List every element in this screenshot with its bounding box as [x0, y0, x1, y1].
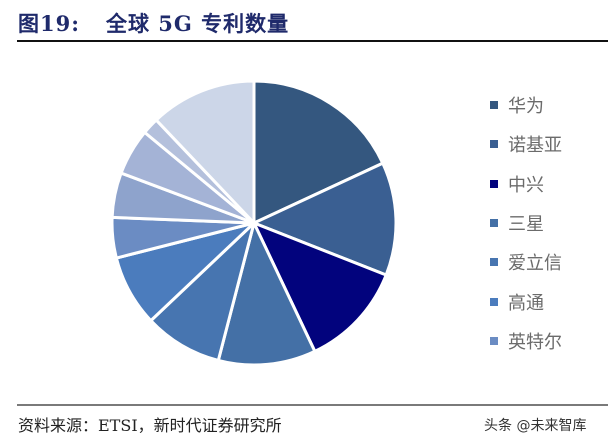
legend-swatch-icon	[490, 258, 498, 267]
figure-title-text: 全球 5G 专利数量	[105, 11, 290, 36]
watermark: 头条 @未来智库	[484, 418, 587, 434]
legend-item: 华为	[490, 93, 544, 117]
legend-label: 三星	[508, 213, 544, 235]
pie-slice-0	[252, 79, 385, 225]
figure-number: 图19:	[18, 11, 80, 36]
legend-swatch-icon	[490, 297, 498, 306]
pie-slice-other-10	[154, 79, 256, 225]
pie-slice-3	[216, 221, 317, 367]
bottom-divider	[17, 404, 608, 406]
legend-swatch-icon	[490, 101, 498, 109]
legend-swatch-icon	[490, 336, 498, 345]
legend-item: 中兴	[490, 172, 544, 196]
legend-label: 华为	[508, 96, 544, 117]
legend-label: 中兴	[508, 174, 544, 196]
legend-item: 高通	[490, 290, 544, 314]
pie-slice-2	[252, 221, 388, 353]
legend-swatch-icon	[490, 179, 498, 188]
legend-label: 英特尔	[508, 331, 562, 353]
legend-label: 诺基亚	[508, 135, 562, 157]
top-divider	[17, 40, 608, 42]
legend-item: 英特尔	[490, 329, 562, 353]
legend-item: 三星	[490, 211, 544, 235]
pie-slice-1	[252, 161, 398, 277]
figure-title: 图19: 全球 5G 专利数量	[18, 8, 289, 38]
legend-item: 爱立信	[490, 250, 562, 274]
legend-item: 诺基亚	[490, 132, 562, 156]
legend-swatch-icon	[490, 140, 498, 149]
legend-swatch-icon	[490, 218, 498, 227]
legend-label: 爱立信	[508, 253, 562, 275]
source-note: 资料来源：ETSI，新时代证券研究所	[18, 416, 282, 435]
legend-label: 高通	[508, 292, 544, 314]
